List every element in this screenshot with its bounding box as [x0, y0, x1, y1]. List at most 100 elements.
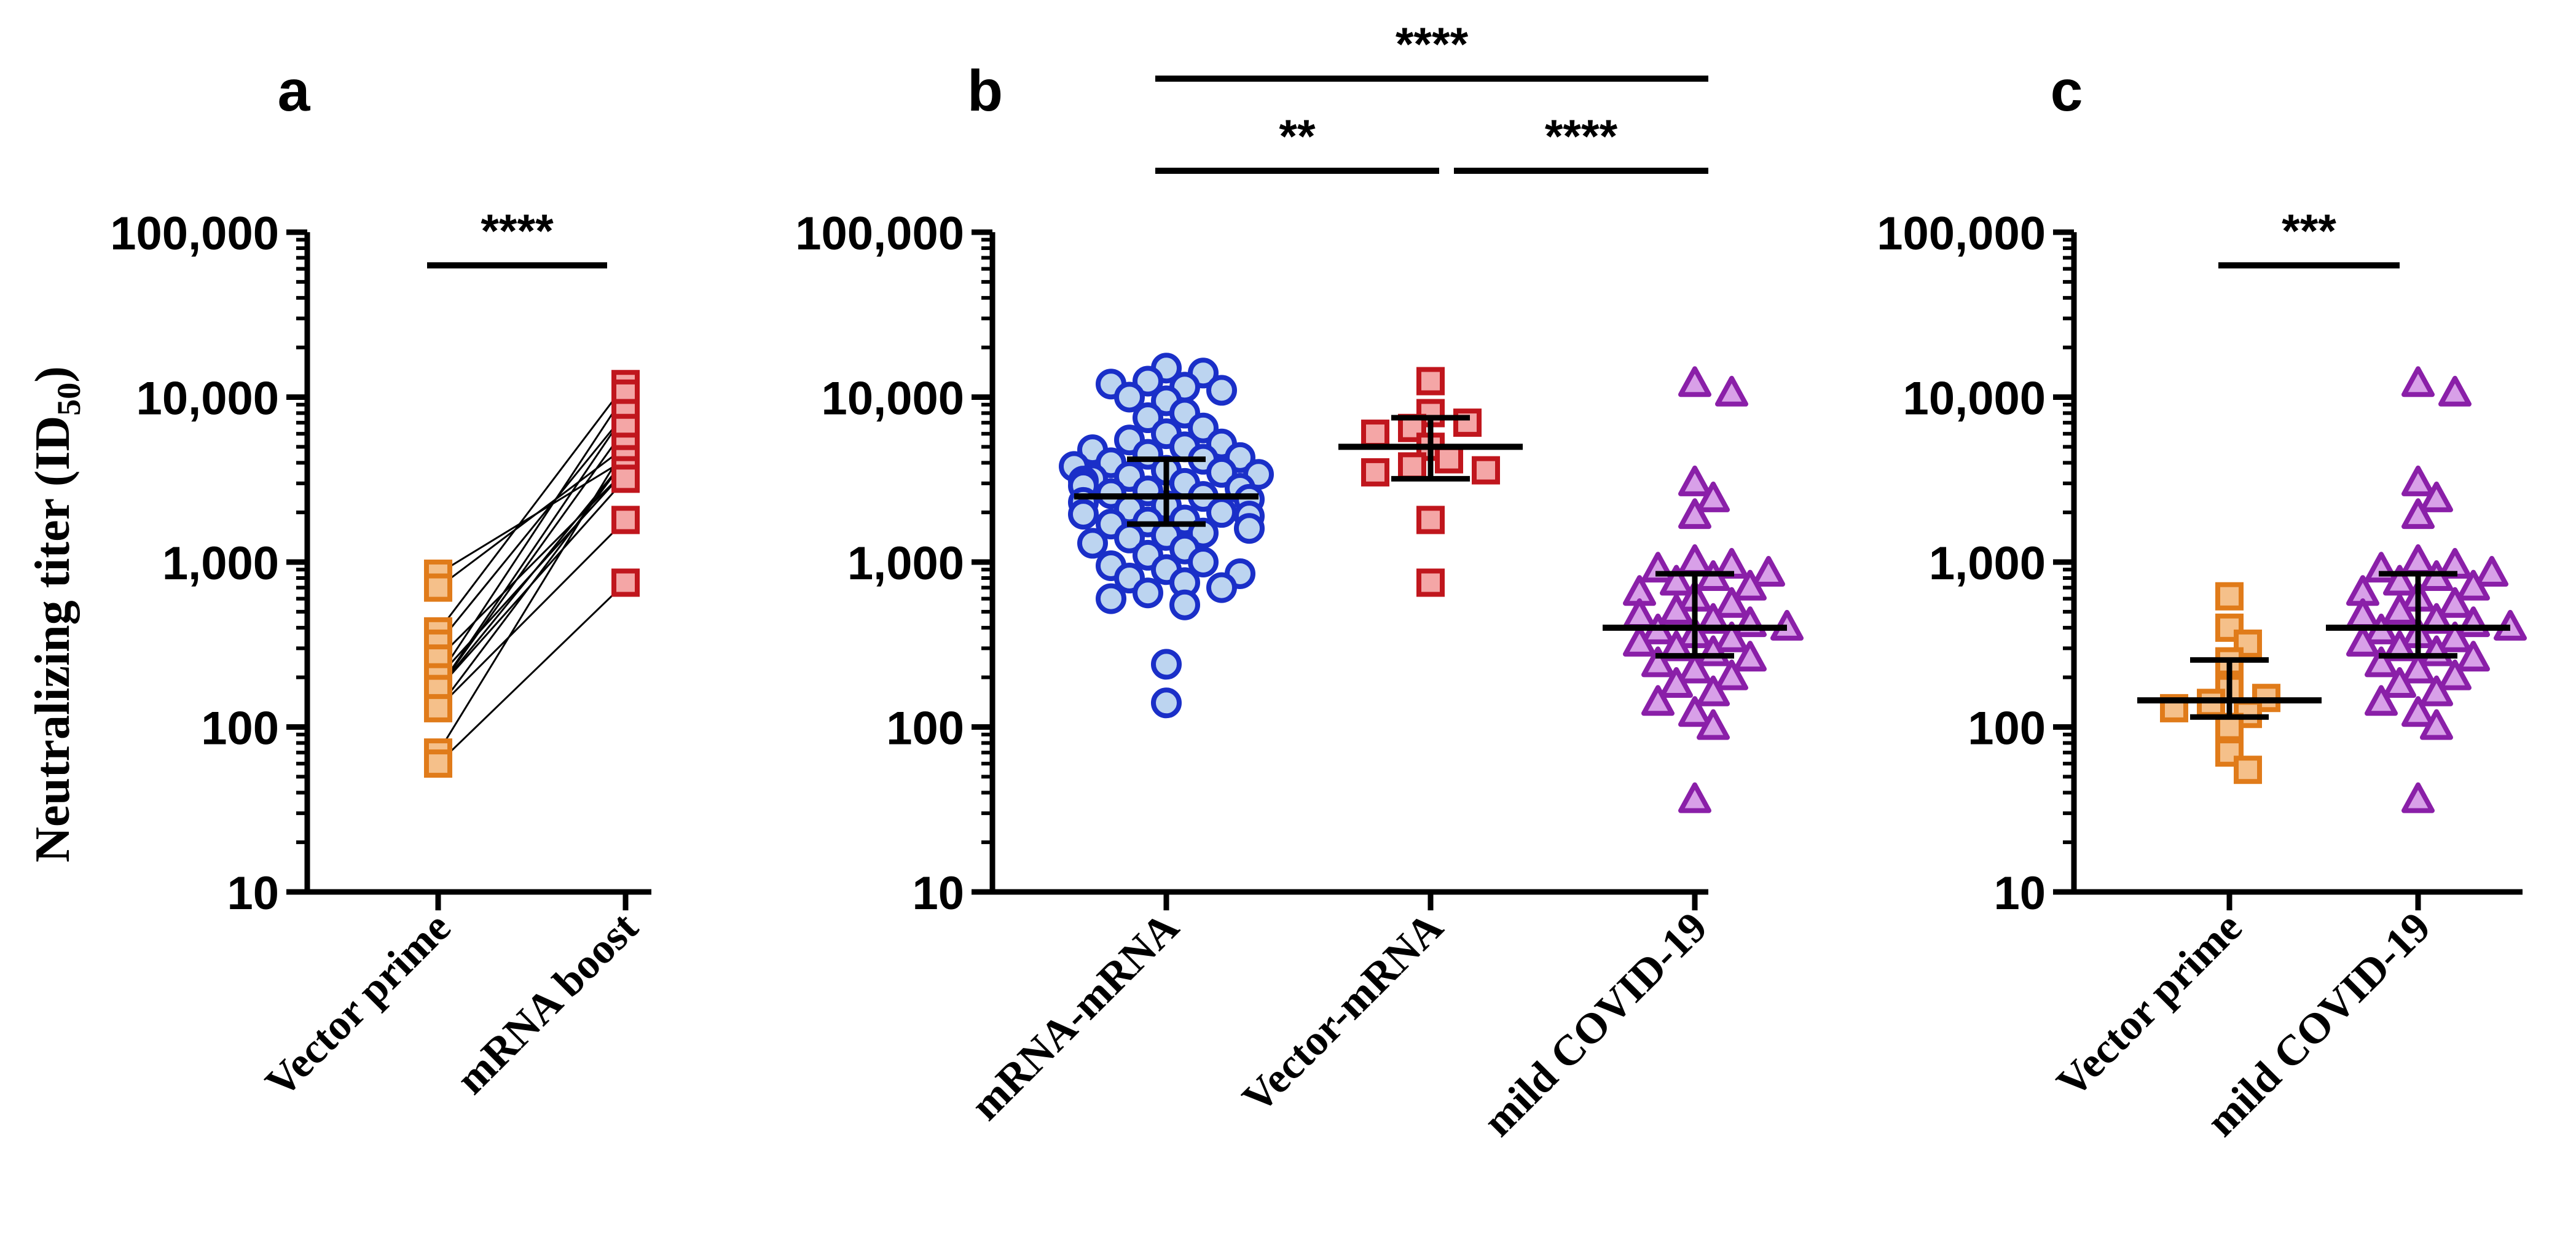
- y-axis-label-main: Neutralizing titer (ID: [26, 416, 80, 862]
- pair-line-11: [437, 582, 627, 765]
- data-point-triangle-1-29: [2438, 659, 2472, 690]
- data-point-square-1-10: [1416, 506, 1445, 534]
- y-tick-label: 10: [1993, 867, 2046, 920]
- data-point-triangle-2-27: [1641, 646, 1675, 678]
- y-tick-label: 10: [912, 867, 964, 920]
- data-point-triangle-1-15: [2383, 593, 2416, 625]
- significance-label: ***: [2282, 205, 2336, 257]
- data-point-square-1-0: [1416, 367, 1445, 396]
- data-point-triangle-2-3: [1697, 481, 1730, 512]
- data-point-triangle-2-34: [1697, 709, 1730, 740]
- data-point-circle-0-59: [1169, 589, 1200, 620]
- data-point-square-0-9: [424, 749, 452, 778]
- data-point-triangle-1-28: [2401, 652, 2435, 684]
- significance-label: ****: [1545, 111, 1618, 163]
- pair-line-8: [437, 519, 627, 709]
- data-point-triangle-1-30: [2383, 666, 2416, 698]
- data-point-circle-0-61: [1151, 687, 1182, 719]
- data-point-triangle-2-4: [1678, 498, 1711, 530]
- y-tick-label: 100,000: [110, 208, 279, 260]
- data-point-triangle-1-31: [2420, 675, 2453, 706]
- data-point-square-1-9: [1361, 458, 1389, 487]
- data-point-triangle-2-23: [1623, 625, 1656, 657]
- data-point-triangle-2-28: [1678, 652, 1711, 684]
- data-point-circle-0-57: [1133, 577, 1163, 609]
- data-point-square-1-11: [1416, 568, 1445, 597]
- data-point-triangle-2-29: [1715, 659, 1748, 690]
- data-point-triangle-2-15: [1660, 593, 1693, 625]
- pair-line-3: [437, 412, 627, 644]
- data-point-square-0-11: [2234, 756, 2262, 784]
- y-tick-label: 1,000: [162, 537, 279, 590]
- data-point-square-1-8: [611, 506, 640, 534]
- panel-label-a: a: [278, 58, 311, 123]
- data-point-circle-0-38: [1068, 499, 1099, 530]
- panel-label-b: b: [967, 58, 1003, 123]
- significance-label: ****: [481, 205, 554, 257]
- data-point-triangle-1-23: [2346, 625, 2379, 657]
- data-point-triangle-1-33: [2401, 696, 2435, 727]
- data-point-square-1-2: [1453, 408, 1482, 437]
- data-point-triangle-2-22: [1715, 621, 1748, 652]
- data-point-circle-0-58: [1096, 583, 1126, 614]
- data-point-triangle-2-30: [1660, 666, 1693, 698]
- data-point-triangle-1-2: [2401, 465, 2435, 496]
- x-tick-label: Vector prime: [257, 904, 460, 1107]
- data-point-triangle-2-2: [1678, 465, 1711, 496]
- data-point-triangle-1-11: [2457, 569, 2490, 601]
- data-point-square-0-7: [424, 694, 452, 722]
- data-point-triangle-2-11: [1734, 569, 1767, 601]
- data-point-triangle-1-1: [2438, 375, 2472, 407]
- pair-line-6: [437, 427, 627, 690]
- data-point-circle-0-47: [1077, 528, 1108, 559]
- y-axis-label: Neutralizing titer (ID50): [26, 366, 87, 862]
- pair-line-4: [437, 469, 627, 660]
- data-point-square-0-1: [424, 573, 452, 602]
- data-point-square-1-7: [1398, 452, 1426, 481]
- data-point-triangle-2-5: [1678, 544, 1711, 575]
- significance-label: **: [1279, 111, 1316, 163]
- data-point-square-0-0: [2215, 582, 2244, 611]
- pair-line-9: [437, 458, 627, 709]
- data-point-triangle-2-33: [1678, 696, 1711, 727]
- pair-line-5: [437, 393, 627, 678]
- data-point-triangle-1-4: [2401, 498, 2435, 530]
- y-tick-label: 100,000: [795, 208, 964, 260]
- data-point-triangle-2-26: [1734, 641, 1767, 672]
- panel-a: 10 100 1,000 10,000 100,000 Vector primemRNA …: [110, 205, 651, 1107]
- data-point-triangle-1-27: [2365, 646, 2398, 678]
- data-point-triangle-2-1: [1715, 375, 1748, 407]
- data-point-circle-0-6: [1114, 381, 1145, 413]
- data-point-square-1-4: [1361, 420, 1389, 448]
- pair-line-2: [437, 383, 627, 632]
- data-point-triangle-1-3: [2420, 481, 2453, 512]
- y-tick-label: 10,000: [1903, 373, 2046, 425]
- data-point-triangle-2-24: [1660, 630, 1693, 662]
- y-tick-label: 100: [201, 703, 279, 755]
- data-point-triangle-1-32: [2365, 685, 2398, 716]
- y-tick-label: 10,000: [136, 373, 279, 425]
- data-point-triangle-1-35: [2401, 782, 2435, 813]
- x-tick-label: Vector prime: [2048, 904, 2252, 1107]
- data-point-triangle-2-35: [1678, 782, 1711, 813]
- y-tick-label: 100,000: [1877, 208, 2046, 260]
- data-point-triangle-2-31: [1697, 675, 1730, 706]
- data-point-circle-0-43: [1234, 513, 1265, 544]
- data-point-triangle-1-0: [2401, 366, 2435, 397]
- x-tick-label: mRNA-mRNA: [962, 904, 1188, 1130]
- data-point-circle-0-5: [1206, 375, 1237, 406]
- x-tick-label: mRNA boost: [447, 904, 647, 1103]
- data-point-square-1-8: [1472, 456, 1500, 485]
- x-tick-label: Vector-mRNA: [1233, 904, 1452, 1122]
- y-tick-label: 10,000: [822, 373, 964, 425]
- data-point-triangle-1-26: [2457, 641, 2490, 672]
- data-point-square-1-9: [611, 568, 640, 597]
- data-point-square-1-7: [611, 464, 640, 493]
- data-point-triangle-2-0: [1678, 366, 1711, 397]
- y-tick-label: 1,000: [1929, 537, 2046, 590]
- y-axis-label-sub: 50: [50, 383, 87, 416]
- data-point-triangle-1-8: [2475, 555, 2508, 587]
- data-point-triangle-1-10: [2383, 565, 2416, 596]
